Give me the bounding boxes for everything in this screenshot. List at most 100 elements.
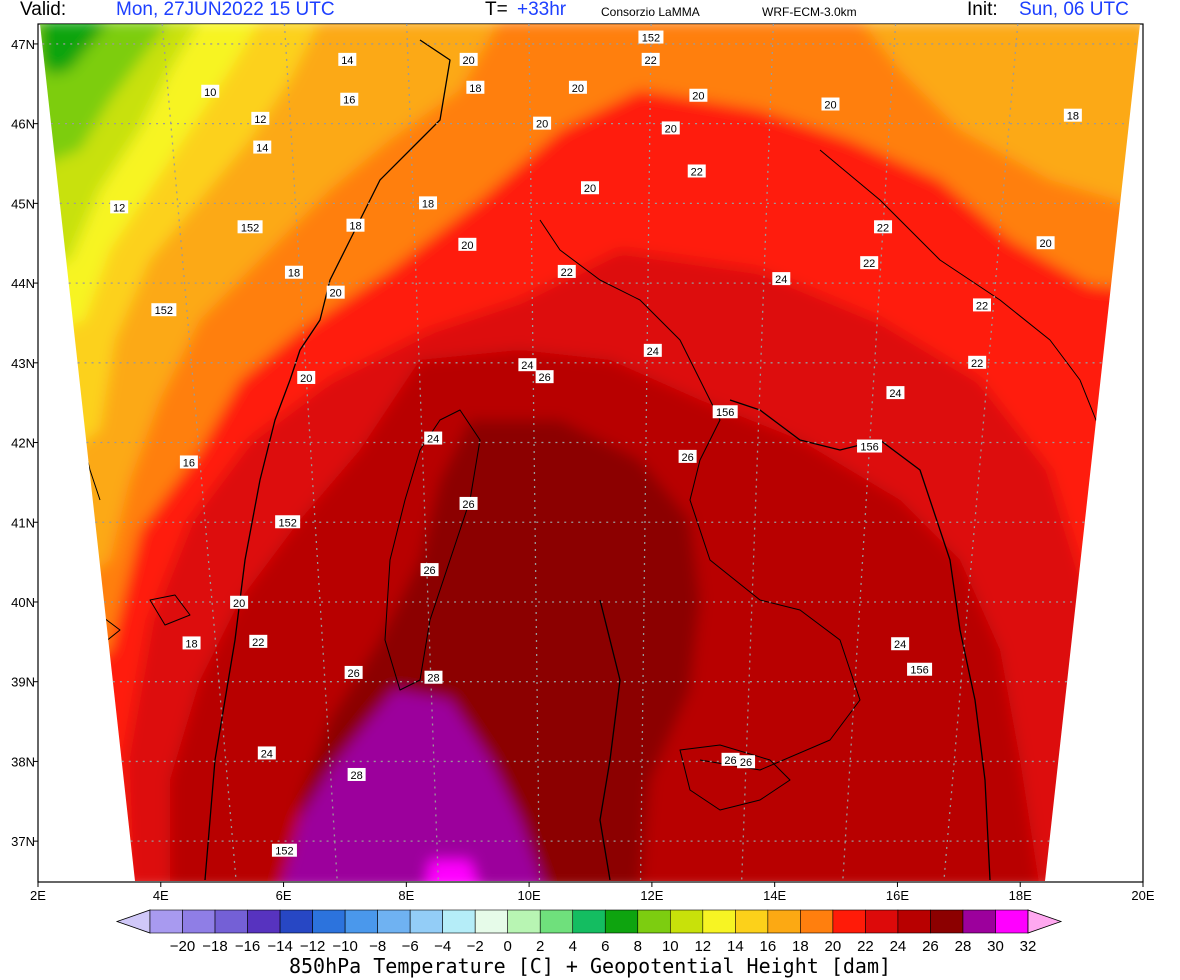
latitude-label: 38N [11,754,35,769]
model-name: WRF-ECM-3.0km [762,5,857,19]
temperature-contour-label: 20 [581,181,599,195]
longitude-label: 20E [1131,888,1154,903]
temperature-contour-label-text: 12 [113,202,125,214]
colorbar-tick-label: −14 [267,938,292,955]
temperature-contour-label: 18 [284,265,303,280]
temperature-contour-label-text: 26 [724,755,736,767]
colorbar-swatch [637,909,671,934]
longitude-label: 16E [886,888,909,903]
temperature-contour-label: 26 [459,496,478,511]
colorbar-swatch [344,909,378,934]
temperature-contour-label: 16 [179,455,198,469]
temperature-contour-label: 14 [338,52,357,67]
init-label: Init: [967,0,998,20]
temperature-contour-label: 24 [643,343,662,358]
colorbar-tick-label: 16 [760,938,777,955]
temp-band-18-east [40,24,1140,210]
temperature-contour-label-box [419,196,438,210]
meridian-line [283,23,338,882]
valid-value: Mon, 27JUN2022 15 UTC [116,0,335,20]
latitude-label: 42N [11,436,35,451]
temperature-contour-label-text: 26 [740,757,752,769]
temperature-contour-label-text: 18 [288,268,300,280]
temperature-contour-label: 24 [518,358,537,372]
colorbar-tick-label: −20 [170,938,195,955]
temperature-contour-label-text: 24 [775,274,787,286]
height-contour-label-box [237,220,263,234]
temperature-contour-label-box [891,637,910,651]
temperature-contour-label: 26 [535,370,554,384]
temperature-contour-label-text: 24 [889,388,901,400]
temperature-contour-label-box [459,496,478,510]
temperature-contour-label-box [424,431,443,445]
colorbar-tick-label: 2 [536,938,544,955]
temperature-contour-label-text: 20 [692,91,704,103]
temperature-contour-label-text: 14 [256,143,268,155]
colorbar-tick-label: −8 [369,938,386,955]
temperature-contour-label: 18 [182,636,201,650]
height-contour-156 [729,399,991,881]
colorbar-tick-label: 32 [1020,938,1037,955]
height-labels: 152 152 152 152 152 156 156 156 [151,30,933,858]
height-contour-label-text: 152 [155,305,173,317]
longitude-label: 2E [30,888,46,903]
colorbar-swatch [930,909,964,934]
colorbar-swatch [247,909,281,934]
balkan-coast [819,149,1101,431]
longitude-label: 6E [276,888,292,903]
height-contour-label: 152 [638,30,664,45]
temperature-contour-label: 20 [458,237,477,252]
latitude-label: 45N [11,196,35,211]
temperature-contour-label-text: 20 [824,100,836,112]
temperature-contour-label: 24 [886,386,905,400]
colorbar-tick-label: −4 [434,938,451,955]
temperature-contour-label: 12 [251,111,270,126]
temperature-contour-label-text: 24 [261,748,273,760]
temperature-contour-label: 22 [968,355,987,370]
temperature-contour-label-text: 20 [536,119,548,131]
temperature-contour-label-text: 22 [645,55,657,67]
latitude-label: 37N [11,834,35,849]
temperature-contour-label-text: 20 [461,240,473,252]
temperature-contour-label-text: 16 [343,95,355,107]
colorbar-tick-label: −10 [332,938,357,955]
temperature-contour-label-text: 24 [647,346,659,358]
temperature-contour-label: 18 [1063,108,1082,123]
temperature-contour-label-box [772,272,791,286]
temperature-contour-label-text: 18 [349,221,361,233]
temperature-contour-label-box [581,181,599,195]
colorbar-swatch [442,909,476,934]
sicily-coast [679,744,791,811]
temperature-contour-label-text: 26 [423,565,435,577]
temperature-contour-label: 28 [347,767,366,782]
temperature-contour-label-box [459,52,478,66]
latitude-label: 39N [11,675,35,690]
height-contour-label: 156 [857,439,883,454]
colorbar-swatch [735,909,769,934]
temperature-contour-label-text: 22 [863,258,875,270]
temperature-contour-label: 26 [678,449,697,464]
temperature-contour-label-box [424,670,443,684]
temperature-contour-label: 20 [297,370,316,385]
valid-label: Valid: [20,0,67,20]
height-contour-label-text: 152 [642,33,660,45]
height-contour-label-text: 156 [860,442,878,454]
temperature-contour-label-box [535,370,554,384]
height-contour-label: 152 [151,303,177,317]
temperature-contour-label-text: 12 [254,114,266,126]
colorbar-swatch [312,909,346,934]
colorbar-swatch [800,909,834,934]
forecast-step-value: +33hr [517,0,567,20]
temperature-contour-label-text: 26 [681,452,693,464]
temperature-contour-label: 22 [641,52,660,67]
temperature-contour-label-text: 22 [252,637,264,649]
height-contour-label-box [907,662,933,676]
colorbar-tick-label: −18 [202,938,227,955]
colorbar-swatch [214,909,248,934]
temperature-contour-label: 24 [772,272,791,286]
temperature-contour-label: 26 [737,755,756,769]
meridian-line [406,23,439,882]
temperature-contour-label: 14 [253,140,272,155]
latitude-label: 41N [11,515,35,530]
